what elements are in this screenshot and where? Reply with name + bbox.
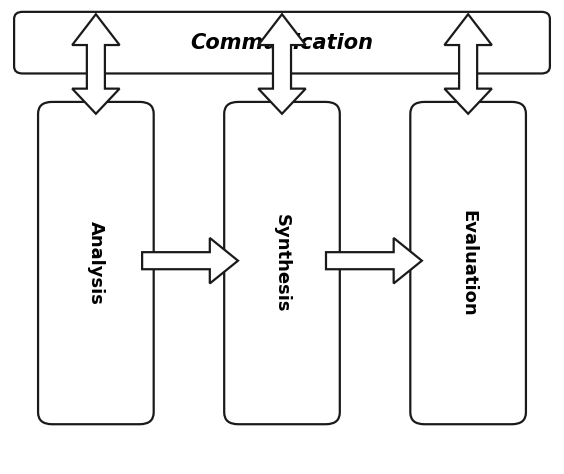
FancyBboxPatch shape: [410, 102, 526, 424]
Polygon shape: [258, 14, 306, 114]
FancyBboxPatch shape: [224, 102, 340, 424]
Text: Evaluation: Evaluation: [459, 210, 477, 316]
Text: Analysis: Analysis: [87, 221, 105, 305]
Polygon shape: [142, 238, 238, 283]
Text: Synthesis: Synthesis: [273, 214, 291, 312]
Polygon shape: [326, 238, 422, 283]
FancyBboxPatch shape: [14, 12, 550, 73]
Text: Communication: Communication: [191, 33, 373, 53]
Polygon shape: [72, 14, 120, 114]
Polygon shape: [444, 14, 492, 114]
FancyBboxPatch shape: [38, 102, 153, 424]
